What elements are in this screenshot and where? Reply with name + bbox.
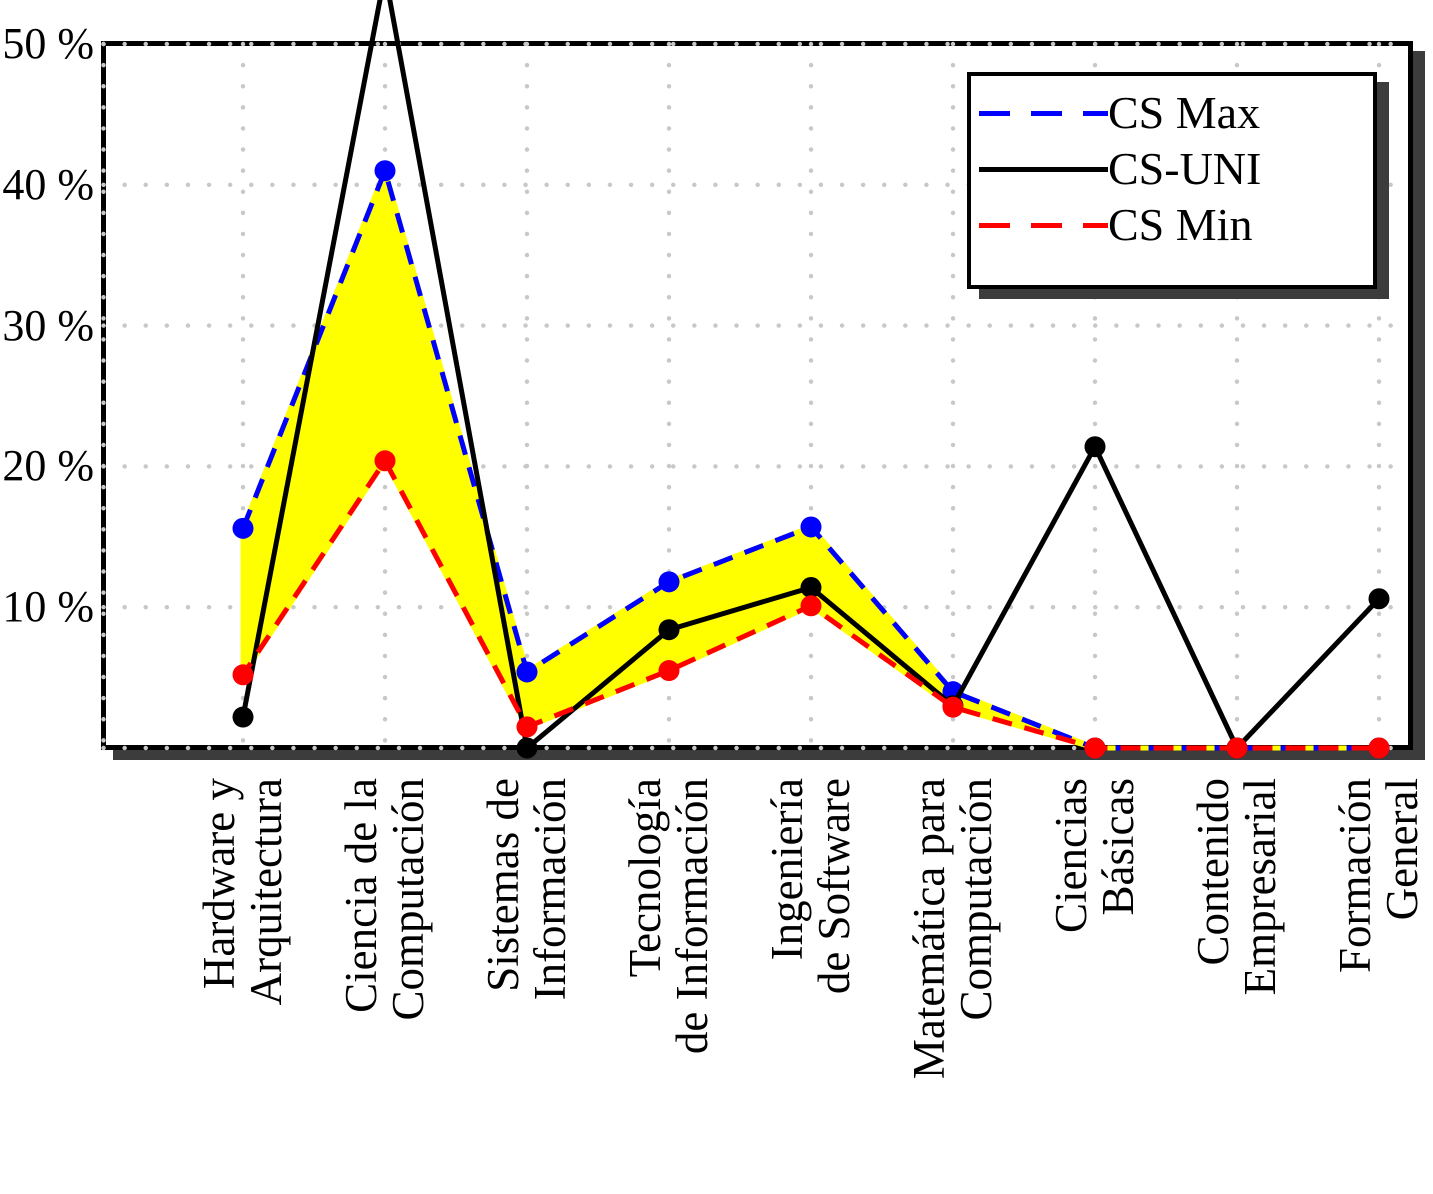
series-cs-min [232,450,1390,759]
data-point-marker [800,576,822,598]
data-point-marker [942,696,964,718]
y-tick-label-50: 50 % [2,19,94,68]
x-axis-label-line: de Software [809,778,859,995]
data-point-marker [800,595,822,617]
legend-row-cs-uni: CS-UNI [971,141,1373,197]
data-point-marker [516,661,538,683]
data-point-marker [232,664,254,686]
x-axis-label-line: Hardware y [194,778,244,990]
data-point-marker [1084,737,1106,759]
data-point-marker [800,516,822,538]
data-point-marker [374,450,396,472]
data-point-marker [1368,588,1390,610]
legend: CS Max CS-UNI CS Min [967,72,1377,289]
x-axis-label-line: Formación [1330,778,1380,973]
x-axis-label-2: Sistemas de Información [478,772,575,1194]
legend-sample-cs-uni-solid-line [979,166,1108,172]
data-point-marker [516,716,538,738]
legend-label-cs-min: CS Min [1108,199,1253,250]
x-axis-label-line: Computación [951,778,1001,1021]
data-point-marker [516,737,538,759]
data-point-marker [658,619,680,641]
x-axis-label-line: Básicas [1093,778,1143,916]
data-point-marker [1084,436,1106,458]
x-axis-label-line: Computación [383,778,433,1021]
x-axis-label-0: Hardware y Arquitectura [194,772,291,1194]
y-tick-label-30: 30 % [2,300,94,350]
legend-sample-cs-max-dashed-line [979,110,1108,116]
x-axis-label-line: Información [525,778,575,1001]
x-axis-label-8: Formación General [1330,772,1427,1194]
legend-row-cs-max: CS Max [971,85,1373,141]
data-point-marker [232,706,254,728]
x-axis-label-line: Ciencia de la [336,778,386,1013]
x-axis-label-line: General [1377,778,1427,921]
x-axis-label-line: Contenido [1188,778,1238,966]
x-axis-label-1: Ciencia de la Computación [336,772,433,1194]
y-tick-label-10: 10 % [2,582,94,632]
data-point-marker [1368,737,1390,759]
legend-label-cs-uni: CS-UNI [1108,143,1262,194]
legend-label-cs-max: CS Max [1108,87,1261,138]
y-tick-label-40: 40 % [2,159,94,209]
x-axis-label-line: Empresarial [1235,778,1285,996]
x-axis-label-line: Arquitectura [241,778,291,1006]
data-point-marker [1226,737,1248,759]
data-point-marker [374,160,396,182]
data-point-marker [232,517,254,539]
y-tick-label-20: 20 % [2,441,94,491]
x-axis-label-4: Ingeniería de Software [762,772,859,1194]
x-axis-label-line: Ingeniería [762,778,812,961]
x-axis-label-line: de Información [667,778,717,1055]
data-point-marker [658,660,680,682]
x-axis-label-7: Contenido Empresarial [1188,772,1285,1194]
legend-row-cs-min: CS Min [971,197,1373,253]
x-axis-label-5: Matemática para Computación [904,772,1001,1194]
data-point-marker [658,571,680,593]
x-axis-label-line: Matemática para [904,778,954,1080]
x-axis-label-6: Ciencias Básicas [1046,772,1143,1194]
x-axis-label-line: Sistemas de [478,778,528,992]
x-axis-label-3: Tecnología de Información [620,772,717,1194]
x-axis-label-line: Ciencias [1046,778,1096,933]
legend-sample-cs-min-dashed-line [979,222,1108,228]
x-axis-label-line: Tecnología [620,778,670,978]
